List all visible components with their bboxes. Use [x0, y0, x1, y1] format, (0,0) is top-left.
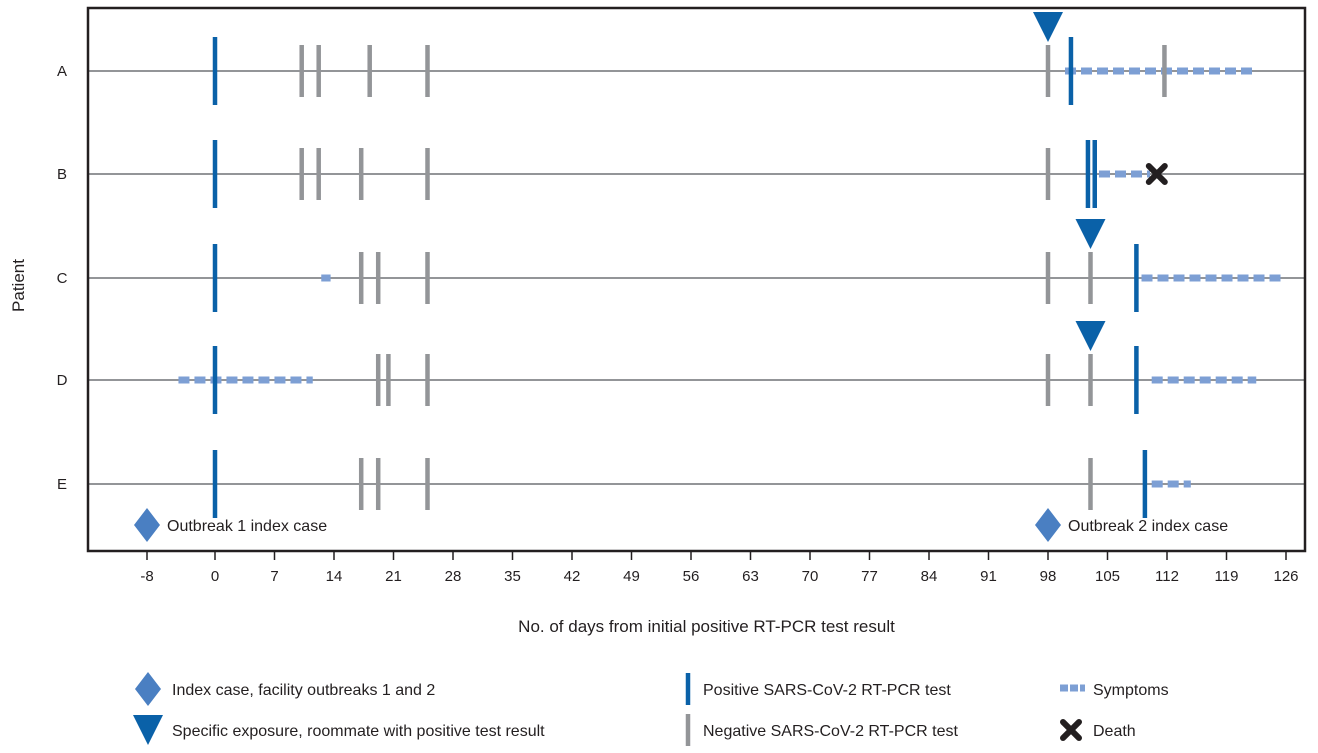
x-tick-label: 49 — [623, 568, 640, 585]
annotations: Outbreak 1 index case Outbreak 2 index ca… — [134, 508, 1228, 542]
patient-label: E — [57, 476, 67, 493]
x-axis: -8 0 7 14 21 28 35 42 49 56 63 70 77 84 91 98 105 112 119 1… — [140, 551, 1299, 585]
legend-triangle-icon — [133, 715, 163, 745]
x-tick-label: 98 — [1040, 568, 1057, 585]
legend-item-death: Death — [1060, 719, 1136, 741]
patient-label: A — [57, 63, 67, 80]
x-tick-label: 84 — [921, 568, 938, 585]
x-tick-label: 7 — [270, 568, 278, 585]
x-tick-label: 119 — [1215, 568, 1239, 585]
legend: Index case, facility outbreaks 1 and 2 Sp… — [133, 672, 1169, 746]
x-tick-label: 126 — [1273, 568, 1298, 585]
death-marker — [1145, 163, 1168, 185]
legend-label: Death — [1093, 723, 1136, 740]
x-tick-label: 14 — [326, 568, 343, 585]
x-tick-label: 77 — [861, 568, 878, 585]
legend-label: Positive SARS-CoV-2 RT-PCR test — [703, 682, 951, 699]
x-tick-label: 63 — [742, 568, 759, 585]
x-tick-label: 70 — [802, 568, 819, 585]
exposure-marker — [1033, 12, 1063, 42]
x-tick-label: 112 — [1155, 568, 1179, 585]
legend-diamond-icon — [135, 672, 161, 706]
patient-label: C — [57, 270, 68, 287]
x-tick-label: -8 — [140, 568, 153, 585]
x-tick-label: 105 — [1095, 568, 1120, 585]
index-case-label: Outbreak 2 index case — [1068, 518, 1228, 535]
index-case-label: Outbreak 1 index case — [167, 518, 327, 535]
legend-item-negative: Negative SARS-CoV-2 RT-PCR test — [685, 714, 958, 746]
legend-item-symptoms: Symptoms — [1060, 682, 1169, 699]
test-markers — [212, 37, 1167, 518]
x-tick-label: 28 — [445, 568, 462, 585]
patient-label: B — [57, 166, 67, 183]
x-tick-label: 35 — [504, 568, 521, 585]
exposure-marker — [1075, 219, 1106, 249]
legend-label: Index case, facility outbreaks 1 and 2 — [172, 682, 435, 699]
row-lines — [88, 70, 1305, 485]
x-tick-label: 42 — [564, 568, 581, 585]
x-tick-label: 91 — [980, 568, 997, 585]
y-axis-title: Patient — [9, 259, 28, 312]
index-case-diamond — [1035, 508, 1061, 542]
legend-death-icon — [1060, 719, 1082, 741]
exposure-marker — [1075, 321, 1106, 351]
event-markers — [1033, 12, 1168, 351]
x-tick-label: 21 — [385, 568, 402, 585]
x-tick-label: 0 — [211, 568, 219, 585]
legend-label: Symptoms — [1093, 682, 1169, 699]
legend-label: Negative SARS-CoV-2 RT-PCR test — [703, 723, 958, 740]
symptom-segments — [178, 67, 1284, 488]
legend-item-positive: Positive SARS-CoV-2 RT-PCR test — [685, 673, 951, 705]
legend-item-diamond: Index case, facility outbreaks 1 and 2 — [135, 672, 435, 706]
legend-label: Specific exposure, roommate with positiv… — [172, 723, 545, 740]
plot-frame — [86, 6, 1307, 553]
x-tick-label: 56 — [683, 568, 700, 585]
x-axis-title: No. of days from initial positive RT-PCR… — [518, 617, 895, 636]
index-case-diamond — [134, 508, 160, 542]
patient-labels: A B C D E — [57, 63, 68, 493]
patient-label: D — [57, 372, 68, 389]
legend-item-triangle: Specific exposure, roommate with positiv… — [133, 715, 545, 745]
